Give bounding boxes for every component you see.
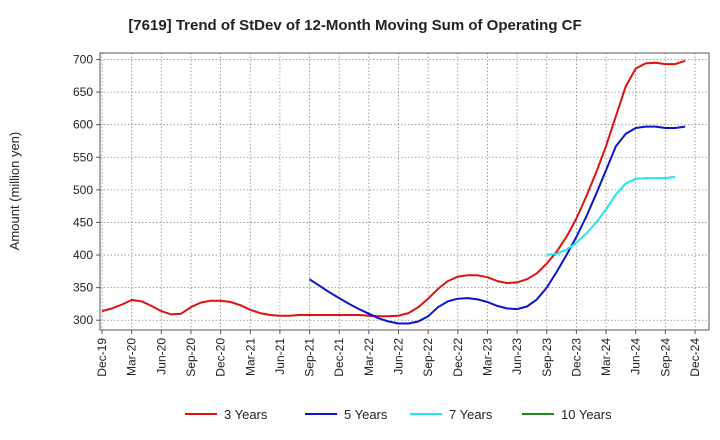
x-tick-label: Dec-21 xyxy=(332,338,346,377)
x-tick-label: Dec-22 xyxy=(451,338,465,377)
x-tick-label: Jun-22 xyxy=(392,338,406,375)
y-tick-label: 400 xyxy=(73,248,93,262)
x-tick-label: Sep-20 xyxy=(184,338,198,377)
y-axis: 300 350 400 450 500 550 600 650 700 xyxy=(73,53,100,327)
x-tick-label: Mar-21 xyxy=(243,338,257,376)
x-tick-label: Sep-22 xyxy=(421,338,435,377)
x-tick-label: Mar-23 xyxy=(480,338,494,376)
x-tick-label: Jun-20 xyxy=(154,338,168,375)
x-tick-label: Sep-21 xyxy=(303,338,317,377)
x-tick-label: Mar-24 xyxy=(599,338,613,376)
x-tick-label: Jun-23 xyxy=(510,338,524,375)
x-tick-label: Sep-23 xyxy=(540,338,554,377)
y-tick-label: 600 xyxy=(73,118,93,132)
plot-area xyxy=(99,52,710,331)
x-tick-label: Dec-19 xyxy=(95,338,109,377)
series-line-3-years xyxy=(101,59,686,318)
y-tick-label: 700 xyxy=(73,53,93,67)
x-axis: Dec-19 Mar-20 Jun-20 Sep-20 Dec-20 Mar-21 Jun-… xyxy=(95,330,720,377)
x-tick-label: Dec-20 xyxy=(214,338,228,377)
y-tick-label: 450 xyxy=(73,215,93,229)
x-tick-label: Sep-24 xyxy=(658,338,672,377)
y-tick-label: 500 xyxy=(73,183,93,197)
series-line-7-years xyxy=(546,175,676,256)
legend-label: 5 Years xyxy=(344,407,388,422)
x-tick-label: Mar-25 xyxy=(718,338,720,376)
x-tick-label: Jun-21 xyxy=(273,338,287,375)
y-axis-label: Amount (million yen) xyxy=(7,132,22,251)
y-tick-label: 550 xyxy=(73,150,93,164)
legend-label: 7 Years xyxy=(449,407,493,422)
x-tick-label: Dec-24 xyxy=(688,338,702,377)
x-tick-label: Mar-20 xyxy=(125,338,139,376)
x-tick-label: Jun-24 xyxy=(629,338,643,375)
y-tick-label: 300 xyxy=(73,313,93,327)
grid xyxy=(100,53,709,330)
legend: 3 Years 5 Years 7 Years 10 Years xyxy=(185,407,612,422)
legend-label: 10 Years xyxy=(561,407,612,422)
series-line-5-years xyxy=(308,125,686,325)
chart-title: [7619] Trend of StDev of 12-Month Moving… xyxy=(128,17,581,34)
y-tick-label: 650 xyxy=(73,85,93,99)
series-lines xyxy=(101,59,686,325)
y-tick-label: 350 xyxy=(73,281,93,295)
x-tick-label: Dec-23 xyxy=(569,338,583,377)
x-tick-label: Mar-22 xyxy=(362,338,376,376)
legend-label: 3 Years xyxy=(224,407,268,422)
